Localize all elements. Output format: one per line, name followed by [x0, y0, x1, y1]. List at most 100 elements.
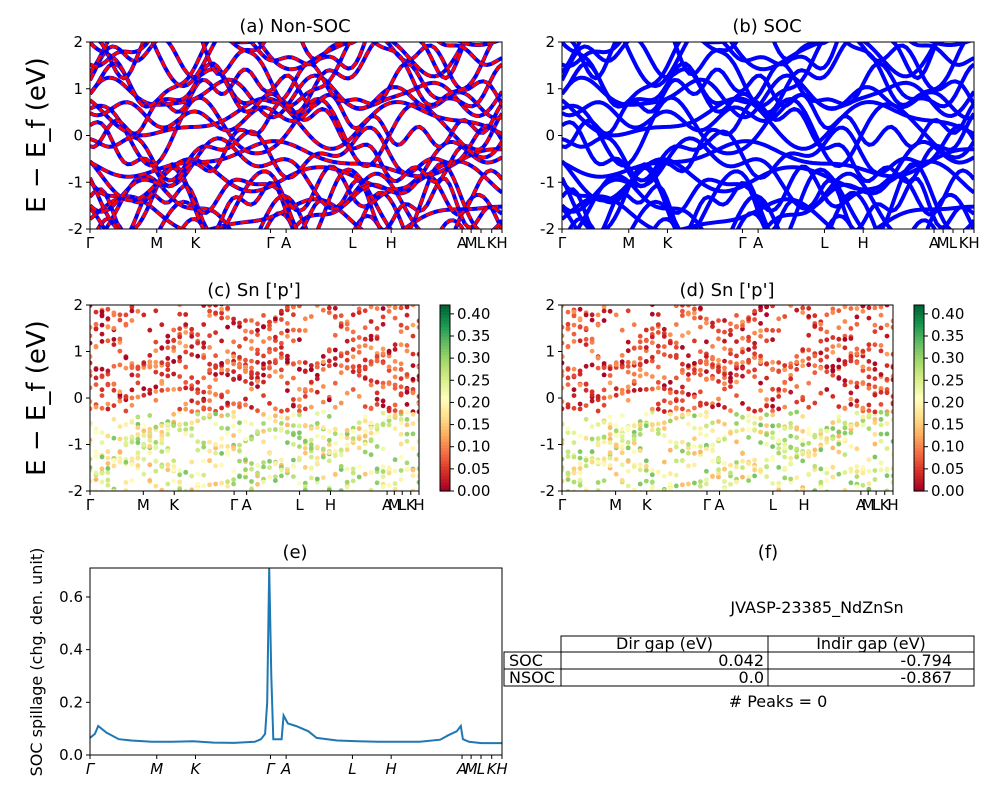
scatter-point-d-6-72	[776, 465, 782, 470]
scatter-point-d-11-110	[890, 373, 893, 379]
colorbar-segment-d-15	[914, 441, 924, 446]
scatter-point-d-19-54	[722, 365, 727, 371]
x-tick-label-e-7: A	[456, 760, 467, 778]
scatter-point-c-20-106	[405, 277, 410, 282]
scatter-point-d-21-76	[788, 280, 793, 285]
x-tick-label-c-0: Γ	[86, 496, 95, 514]
scatter-point-d-22-24	[632, 290, 637, 295]
scatter-point-c-14-18	[141, 386, 147, 392]
scatter-point-d-17-64	[752, 351, 757, 357]
scatter-point-c-14-76	[314, 361, 320, 366]
x-tick-label-c-1: M	[137, 496, 150, 514]
scatter-point-c-4-102	[392, 486, 398, 491]
colorbar-segment-d-49	[914, 336, 924, 340]
scatter-point-d-7-62	[746, 427, 751, 432]
scatter-point-d-9-2	[565, 426, 571, 432]
scatter-point-d-13-16	[607, 394, 613, 400]
colorbar-segment-c-57	[440, 311, 450, 315]
y-tick-label-d-2: 0	[545, 389, 555, 407]
scatter-point-c-1-40	[207, 523, 212, 528]
scatter-point-c-18-70	[297, 337, 302, 343]
scatter-point-d-5-16	[607, 463, 613, 468]
colorbar-segment-c-23	[440, 416, 450, 421]
scatter-point-c-5-28	[171, 467, 177, 473]
band-line-a-19-0	[90, 42, 495, 109]
scatter-point-c-1-104	[398, 454, 404, 460]
x-tick-label-c-11: H	[413, 496, 424, 514]
scatter-point-c-12-84	[338, 370, 344, 376]
scatter-point-c-16-74	[308, 367, 314, 373]
colorbar-tick-label-c-3: 0.15	[457, 416, 490, 434]
scatter-point-c-23-102	[392, 305, 398, 311]
scatter-point-d-8-42	[686, 421, 691, 427]
scatter-point-d-8-2	[565, 470, 571, 476]
scatter-point-d-14-82	[806, 347, 812, 353]
scatter-point-c-18-58	[261, 361, 266, 367]
scatter-point-c-5-102	[392, 481, 398, 486]
scatter-point-d-18-66	[758, 333, 763, 339]
scatter-point-c-11-94	[368, 437, 374, 443]
scatter-point-d-19-30	[649, 311, 655, 317]
scatter-point-c-11-82	[332, 440, 338, 446]
scatter-point-c-19-12	[123, 355, 129, 361]
scatter-point-c-7-66	[285, 429, 290, 435]
scatter-point-d-12-30	[649, 358, 655, 364]
scatter-point-d-12-14	[601, 419, 607, 425]
colorbar-segment-d-56	[914, 314, 924, 318]
colorbar-segment-d-8	[914, 463, 924, 467]
scatter-point-c-8-52	[243, 419, 248, 424]
scatter-point-c-23-80	[327, 279, 332, 284]
scatter-point-d-16-20	[619, 364, 625, 370]
scatter-point-c-6-78	[320, 454, 326, 460]
scatter-point-d-21-66	[758, 321, 763, 326]
scatter-point-c-16-110	[416, 351, 419, 357]
scatter-point-d-1-32	[656, 494, 661, 499]
x-tick-label-b-1: M	[622, 234, 635, 252]
scatter-point-d-23-2	[566, 271, 571, 276]
scatter-point-d-17-62	[746, 338, 751, 343]
scatter-point-c-0-104	[399, 522, 404, 527]
scatter-point-d-6-100	[860, 470, 866, 476]
scatter-point-c-5-42	[213, 445, 219, 451]
scatter-point-c-0-96	[374, 480, 380, 486]
table-row-label-1: NSOC	[509, 668, 555, 687]
scatter-point-d-15-40	[680, 333, 685, 339]
scatter-point-c-19-50	[237, 354, 242, 360]
scatter-point-d-9-62	[746, 418, 751, 424]
scatter-point-c-5-36	[195, 486, 201, 491]
scatter-point-d-15-90	[830, 394, 836, 399]
scatter-point-c-10-30	[177, 406, 183, 412]
scatter-point-c-10-28	[171, 411, 177, 417]
scatter-point-d-19-94	[842, 359, 848, 365]
scatter-point-d-9-106	[878, 409, 884, 415]
scatter-point-d-12-52	[716, 396, 721, 402]
colorbar-segment-d-17	[914, 435, 924, 439]
scatter-point-c-20-18	[141, 312, 147, 318]
scatter-point-d-22-36	[668, 296, 673, 301]
y-tick-label-e-3: 0.6	[59, 588, 83, 606]
scatter-point-d-0-72	[776, 480, 782, 486]
scatter-point-d-15-16	[607, 373, 613, 378]
scatter-point-c-11-64	[279, 374, 284, 379]
scatter-point-c-8-72	[302, 450, 308, 456]
x-tick-label-b-11: H	[968, 234, 979, 252]
scatter-point-d-0-106	[879, 534, 884, 539]
energy-axis-label-middle: E − E_f (eV)	[22, 320, 52, 476]
band-line-b-20-0	[562, 42, 939, 89]
scatter-point-d-23-0	[560, 270, 565, 275]
scatter-point-d-9-20	[619, 426, 625, 432]
scatter-point-d-19-60	[740, 349, 745, 355]
y-tick-label-c-3: 1	[73, 343, 83, 361]
y-tick-label-c-0: -2	[68, 482, 83, 500]
scatter-point-c-6-0	[90, 441, 93, 446]
scatter-point-d-18-68	[764, 338, 769, 344]
scatter-point-c-14-14	[129, 372, 135, 378]
scatter-point-c-22-56	[255, 321, 260, 327]
colorbar-segment-c-4	[440, 475, 450, 480]
colorbar-segment-c-29	[440, 398, 450, 402]
scatter-point-c-10-6	[105, 406, 111, 412]
scatter-point-d-7-100	[860, 422, 866, 428]
scatter-point-c-22-26	[165, 288, 170, 293]
scatter-point-c-20-34	[189, 299, 194, 304]
scatter-point-c-3-110	[417, 514, 422, 519]
